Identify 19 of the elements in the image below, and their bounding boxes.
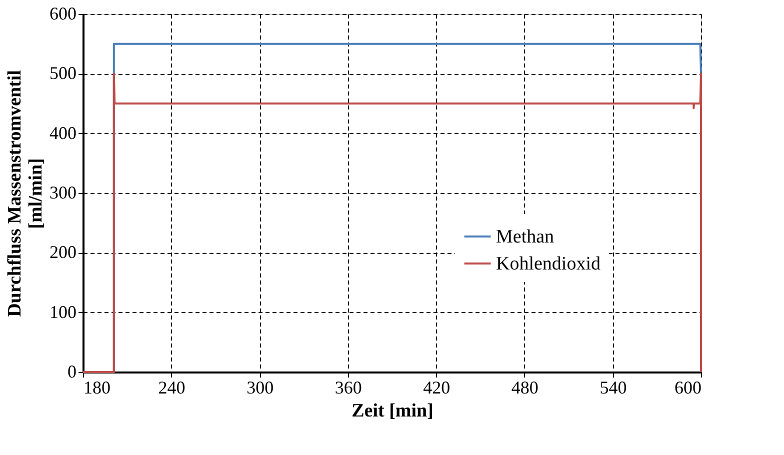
y-tick-label: 400: [50, 122, 76, 143]
legend-label: Kohlendioxid: [496, 254, 601, 274]
y-tick-label: 0: [68, 362, 76, 382]
x-tick-label: 480: [511, 378, 538, 398]
x-tick-label: 540: [600, 378, 627, 398]
y-axis-title: Durchfluss Massenstromventil [ml/min]: [4, 70, 46, 317]
y-tick-label: 500: [50, 63, 76, 84]
legend-label: Methan: [496, 226, 555, 248]
x-tick-label: 300: [246, 378, 274, 398]
x-tick-label: 240: [158, 378, 186, 398]
x-tick-label: 180: [84, 378, 110, 398]
x-tick-label: 420: [423, 378, 450, 398]
x-axis-title: Zeit [min]: [352, 400, 434, 422]
x-tick-label: 600: [674, 378, 702, 398]
y-tick-label: 100: [50, 302, 76, 322]
y-tick-label: 200: [50, 242, 76, 262]
x-tick-label: 360: [334, 378, 362, 398]
y-tick-label: 600: [50, 4, 76, 24]
y-tick-label: 300: [50, 182, 76, 202]
